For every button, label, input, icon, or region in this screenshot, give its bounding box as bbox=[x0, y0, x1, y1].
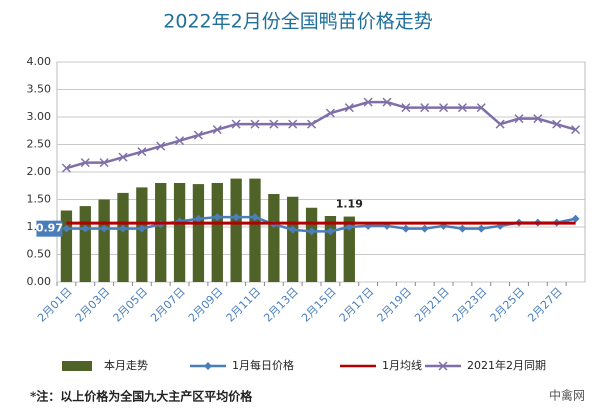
data-label-bg bbox=[36, 220, 63, 237]
marker bbox=[80, 158, 90, 168]
marker bbox=[175, 136, 185, 146]
bar bbox=[136, 187, 148, 282]
legend-label: 2021年2月同期 bbox=[467, 358, 546, 372]
legend-label: 1月每日价格 bbox=[232, 358, 294, 372]
legend-label: 本月走势 bbox=[104, 358, 148, 372]
legend-label: 1月均线 bbox=[382, 358, 422, 372]
marker bbox=[552, 119, 562, 129]
marker bbox=[401, 224, 410, 233]
marker bbox=[307, 227, 316, 236]
bar bbox=[192, 184, 205, 282]
marker bbox=[288, 119, 298, 129]
marker bbox=[363, 97, 373, 107]
bar bbox=[79, 206, 91, 282]
bar bbox=[155, 183, 167, 282]
marker bbox=[345, 223, 354, 231]
bar bbox=[117, 192, 129, 282]
legend-swatch bbox=[62, 361, 92, 371]
marker bbox=[344, 103, 354, 113]
marker bbox=[232, 213, 241, 222]
bar bbox=[60, 210, 73, 282]
marker bbox=[439, 103, 449, 113]
bar bbox=[211, 183, 223, 282]
marker bbox=[307, 119, 317, 129]
marker bbox=[250, 119, 260, 129]
chart-title: 2022年2月份全国鸭苗价格走势 bbox=[163, 11, 432, 33]
marker bbox=[213, 213, 222, 222]
marker bbox=[420, 224, 429, 233]
bar bbox=[98, 199, 110, 282]
y-tick-label: 2.50 bbox=[27, 138, 52, 151]
y-tick-label: 3.50 bbox=[27, 83, 52, 96]
y-tick-label: 2.00 bbox=[27, 165, 52, 178]
marker bbox=[193, 130, 203, 140]
marker bbox=[401, 103, 411, 113]
marker bbox=[458, 224, 467, 233]
marker bbox=[137, 224, 146, 233]
marker bbox=[100, 224, 109, 233]
note: *注：以上价格为全国九大主产区平均价格 bbox=[30, 389, 253, 404]
bar bbox=[324, 216, 337, 282]
bar bbox=[230, 178, 242, 282]
marker bbox=[514, 114, 524, 124]
marker bbox=[137, 147, 147, 157]
marker bbox=[382, 97, 392, 107]
marker bbox=[81, 224, 90, 233]
legend-marker bbox=[438, 361, 448, 371]
y-tick-label: 3.00 bbox=[27, 110, 52, 123]
marker bbox=[477, 224, 486, 233]
marker bbox=[495, 119, 505, 129]
bar bbox=[268, 194, 280, 282]
marker bbox=[251, 213, 259, 222]
marker bbox=[269, 119, 279, 129]
bar bbox=[173, 183, 186, 282]
y-tick-label: 0.00 bbox=[27, 275, 52, 288]
y-tick-label: 1.50 bbox=[27, 193, 52, 206]
marker bbox=[61, 163, 71, 173]
marker bbox=[99, 158, 109, 168]
marker bbox=[231, 119, 241, 129]
marker bbox=[62, 224, 71, 233]
marker bbox=[571, 214, 580, 223]
marker bbox=[457, 103, 467, 113]
marker bbox=[571, 125, 581, 135]
bar bbox=[249, 178, 261, 282]
marker bbox=[326, 227, 335, 236]
bar bbox=[305, 207, 318, 282]
y-tick-label: 4.00 bbox=[27, 55, 52, 68]
bar bbox=[287, 196, 299, 282]
marker bbox=[476, 103, 486, 113]
watermark: 中禽网 bbox=[549, 388, 585, 403]
marker bbox=[118, 152, 128, 162]
legend-marker bbox=[204, 362, 212, 370]
marker bbox=[194, 214, 203, 223]
marker bbox=[420, 103, 430, 113]
bar bbox=[343, 216, 355, 282]
marker bbox=[212, 125, 222, 135]
line bbox=[66, 100, 576, 170]
marker bbox=[119, 224, 127, 233]
marker bbox=[325, 108, 335, 118]
marker bbox=[533, 114, 543, 124]
line bbox=[66, 215, 576, 233]
data-label: 0.97 bbox=[36, 222, 63, 235]
data-label: 1.19 bbox=[336, 198, 363, 211]
y-tick-label: 0.50 bbox=[27, 248, 52, 261]
marker bbox=[288, 225, 297, 234]
marker bbox=[156, 141, 166, 151]
